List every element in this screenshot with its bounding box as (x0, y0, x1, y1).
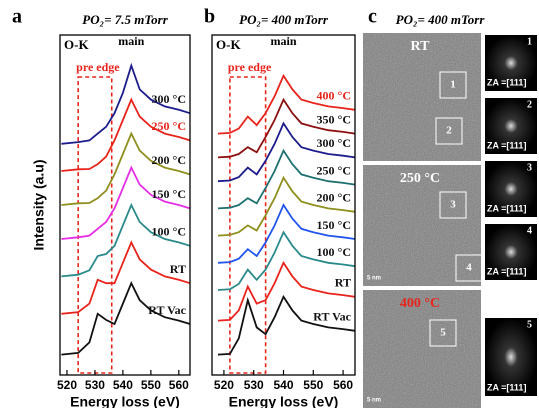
x-tick-label: 540 (273, 378, 293, 392)
spectrum (61, 281, 191, 356)
series-label: RT Vac (313, 310, 351, 324)
region-number: 2 (446, 125, 452, 137)
fft-image (485, 35, 537, 91)
fft-number: 3 (527, 162, 532, 173)
region-box (439, 71, 467, 99)
region-box (429, 319, 457, 347)
pre-edge-label: pre edge (76, 60, 120, 74)
region-number: 5 (440, 327, 446, 339)
scale-label: 5 nm (367, 276, 381, 282)
region-box (435, 117, 463, 145)
fft-number: 2 (527, 99, 532, 110)
spectrum (61, 131, 191, 206)
x-tick-label: 540 (113, 378, 133, 392)
plot-frame (59, 34, 191, 376)
temperature-label: 250 °C (400, 171, 440, 186)
spectrum (61, 240, 191, 315)
pre-edge-box (77, 76, 113, 374)
series-label: 250 °C (317, 163, 351, 177)
series-label: 100 °C (317, 245, 351, 259)
scale-label: 5 nm (367, 398, 381, 404)
x-tick-label: 530 (244, 378, 264, 392)
temperature-label: RT (411, 39, 431, 54)
series-label: 150 °C (152, 187, 186, 201)
spectrum (217, 97, 356, 159)
spectrum (217, 294, 356, 356)
temperature-label: 400 °C (400, 296, 440, 311)
peak-label: main (270, 34, 296, 48)
series-label: 250 °C (152, 119, 186, 133)
fft-image (485, 161, 537, 217)
region-number: 4 (466, 262, 472, 274)
tem-texture (363, 33, 481, 161)
spectrum (217, 121, 356, 183)
fft-number: 4 (527, 225, 532, 236)
panel-label: b (204, 6, 215, 28)
series-label: RT (170, 262, 186, 276)
series-label: 150 °C (317, 218, 351, 232)
x-tick-label: 530 (85, 378, 105, 392)
spectrum (217, 175, 356, 237)
fft-number: 1 (527, 36, 532, 47)
spectrum (217, 230, 356, 291)
x-tick-label: 550 (141, 378, 161, 392)
panel-title: PO₂= 7.5 mTorr (82, 12, 168, 27)
series-label: 300 °C (152, 92, 186, 106)
fft-image (485, 98, 537, 154)
tem-texture (363, 290, 481, 408)
panel-label: c (368, 6, 377, 28)
region-number: 1 (450, 79, 456, 91)
region-box (439, 191, 467, 219)
series-label: 300 °C (317, 136, 351, 150)
x-tick-label: 520 (57, 378, 77, 392)
x-tick-label: 550 (303, 378, 323, 392)
series-label: 350 °C (317, 112, 351, 126)
tem-texture (363, 165, 481, 286)
series-label: RT Vac (148, 303, 186, 317)
series-label: RT (335, 276, 351, 290)
zone-axis: ZA =[111] (487, 203, 526, 213)
spectrum (217, 148, 356, 210)
y-axis-label: Intensity (a.u) (31, 159, 47, 250)
pre-edge-box (229, 76, 267, 374)
zone-axis: ZA =[111] (487, 140, 526, 150)
chart-panel: a PO₂= 7.5 mTorr pre edge O-K RT Vac RT 100 °C… (12, 6, 191, 408)
spectrum (61, 62, 191, 145)
fft-image (485, 318, 537, 396)
panel-title: PO₂= 400 mTorr (396, 12, 486, 27)
zone-axis: ZA =[111] (487, 266, 526, 276)
panel-title: PO₂= 400 mTorr (239, 12, 329, 27)
fft-number: 5 (527, 319, 532, 330)
panel-c: c PO₂= 400 mTorr RT 1 2 250 °C 3 4 5 nm 400 °C 5 5 … (363, 6, 537, 408)
spectrum (217, 73, 356, 135)
series-label: 400 °C (317, 89, 351, 103)
fft-image (485, 224, 537, 280)
spectrum (61, 202, 191, 278)
spectrum (217, 203, 356, 264)
x-tick-label: 560 (333, 378, 353, 392)
edge-label: O-K (216, 37, 241, 52)
series-label: 200 °C (152, 153, 186, 167)
series-label: 100 °C (152, 225, 186, 239)
x-tick-label: 520 (214, 378, 234, 392)
spectrum (217, 260, 356, 322)
pre-edge-label: pre edge (228, 60, 272, 74)
x-tick-label: 560 (169, 378, 189, 392)
zone-axis: ZA =[111] (487, 382, 526, 392)
spectrum (61, 165, 191, 240)
panel-label: a (12, 6, 22, 28)
peak-label: main (118, 34, 144, 48)
spectrum (61, 97, 191, 172)
x-axis-label: Energy loss (eV) (229, 394, 339, 408)
region-box (455, 254, 483, 282)
series-label: 200 °C (317, 191, 351, 205)
chart-panel: b PO₂= 400 mTorr pre edge O-K RT Vac RT 100 °C… (204, 6, 356, 408)
region-number: 3 (450, 199, 456, 211)
edge-label: O-K (64, 37, 89, 52)
zone-axis: ZA =[111] (487, 77, 526, 87)
x-axis-label: Energy loss (eV) (70, 394, 180, 408)
